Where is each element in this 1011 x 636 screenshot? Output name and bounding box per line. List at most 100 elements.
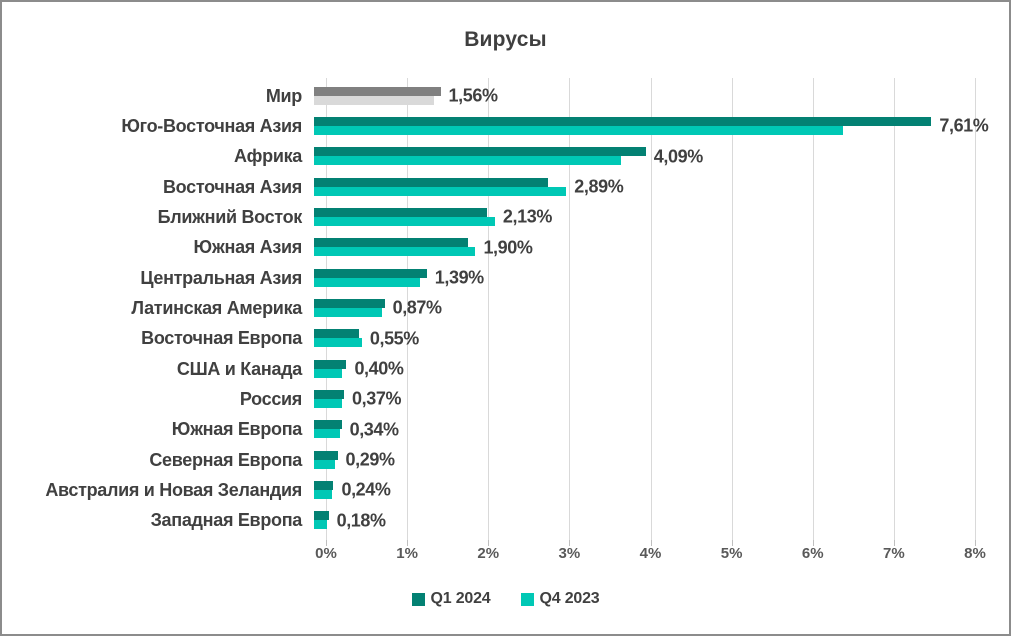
value-label: 1,90%: [483, 237, 533, 258]
x-axis-label: 6%: [801, 545, 824, 562]
gridline: [488, 78, 490, 540]
value-label: 0,34%: [349, 419, 399, 440]
bar-zone: 2,89%: [314, 172, 963, 202]
category-label: Мир: [265, 85, 302, 106]
bar-q4-2023: [314, 156, 622, 166]
bar-zone: 2,13%: [314, 202, 963, 232]
bar-q4-2023: [314, 126, 843, 136]
x-axis-label: 2%: [477, 545, 500, 562]
category-label: Африка: [233, 146, 302, 167]
bar-q4-2023: [314, 247, 476, 257]
chart-row: Африка 4,09%: [2, 142, 975, 172]
chart-row: Восточная Европа 0,55%: [2, 324, 975, 354]
x-axis-label: 7%: [883, 545, 905, 562]
x-axis: 0% 1% 2% 3% 4% 5% 6% 7% 8%: [315, 545, 986, 565]
chart-row: Латинская Америка 0,87%: [2, 293, 975, 323]
category-label: Западная Европа: [150, 510, 303, 531]
gridline: [812, 78, 814, 540]
chart-row: Мир 1,56%: [2, 81, 975, 111]
chart-rows: Мир 1,56% Юго-Восточная Азия 7,61% Африка 4,0…: [2, 81, 988, 536]
bar-q1-2024: [314, 86, 441, 96]
category-label: Латинская Америка: [131, 297, 302, 318]
chart-row: Восточная Азия 2,89%: [2, 172, 975, 202]
bar-zone: 0,37%: [314, 384, 963, 414]
axis-tickmark: [731, 540, 733, 546]
category-label: Северная Европа: [149, 449, 302, 470]
gridline: [893, 78, 895, 540]
bar-q1-2024: [314, 450, 338, 460]
category-label: Восточная Европа: [141, 328, 302, 349]
bar-q1-2024: [314, 359, 347, 369]
axis-tickmark: [488, 540, 490, 546]
bar-q1-2024: [314, 390, 345, 400]
legend-swatch: [520, 592, 534, 606]
axis-tickmark: [407, 540, 409, 546]
category-label: Южная Азия: [193, 237, 303, 258]
axis-tickmark: [893, 540, 895, 546]
chart-title: Вирусы: [464, 28, 547, 51]
chart-row: США и Канада 0,40%: [2, 354, 975, 384]
category-label: Россия: [239, 388, 302, 409]
value-label: 0,18%: [336, 510, 386, 531]
chart-row: Южная Европа 0,34%: [2, 415, 975, 445]
gridline: [407, 78, 409, 540]
legend-swatch: [411, 592, 425, 606]
category-label: Ближний Восток: [157, 206, 303, 227]
bar-q4-2023: [314, 459, 336, 469]
bar-q4-2023: [314, 95, 435, 105]
x-axis-label: 3%: [558, 545, 581, 562]
bar-q1-2024: [314, 481, 334, 491]
legend-label: Q4 2023: [539, 590, 600, 607]
value-label: 2,13%: [502, 206, 552, 227]
category-label: Юго-Восточная Азия: [121, 115, 302, 136]
legend-item-q4-2023: Q4 2023: [520, 590, 600, 608]
bar-q4-2023: [314, 429, 340, 439]
x-axis-label: 5%: [720, 545, 743, 562]
axis-tickmark: [326, 540, 327, 546]
category-label: Центральная Азия: [140, 267, 302, 288]
axis-tickmark: [569, 540, 571, 546]
legend-item-q1-2024: Q1 2024: [411, 590, 491, 608]
bar-zone: 0,34%: [314, 415, 963, 445]
chart-row: Западная Европа 0,18%: [2, 506, 975, 536]
bar-zone: 1,39%: [314, 263, 963, 293]
bar-zone: 0,29%: [314, 445, 963, 475]
bar-zone: 4,09%: [314, 142, 963, 172]
bar-zone: 0,18%: [314, 506, 963, 536]
x-axis-label: 8%: [964, 545, 986, 562]
category-label: Австралия и Новая Зеландия: [45, 479, 302, 500]
chart-row: Юго-Восточная Азия 7,61%: [2, 111, 988, 141]
bar-zone: 0,55%: [314, 324, 963, 354]
value-label: 0,24%: [341, 479, 391, 500]
bar-q4-2023: [314, 490, 332, 500]
legend-label: Q1 2024: [430, 590, 491, 607]
chart-row: Россия 0,37%: [2, 384, 975, 414]
value-label: 1,56%: [448, 85, 498, 106]
legend: Q1 2024 Q4 2023: [2, 590, 1009, 608]
value-label: 0,29%: [345, 449, 395, 470]
bar-q1-2024: [314, 268, 427, 278]
bar-q4-2023: [314, 520, 327, 530]
gridline: [650, 78, 652, 540]
bar-q4-2023: [314, 399, 343, 409]
value-label: 1,39%: [434, 267, 484, 288]
bar-q1-2024: [314, 299, 385, 309]
value-label: 2,89%: [574, 176, 624, 197]
x-axis-label: 0%: [315, 545, 337, 562]
category-label: Южная Европа: [171, 419, 303, 440]
bar-q1-2024: [314, 177, 549, 187]
x-axis-label: 4%: [639, 545, 662, 562]
gridline: [731, 78, 733, 540]
value-label: 0,40%: [354, 358, 404, 379]
value-label: 0,55%: [369, 328, 419, 349]
bar-q4-2023: [314, 368, 343, 378]
chart-row: Австралия и Новая Зеландия 0,24%: [2, 475, 975, 505]
bar-zone: 0,40%: [314, 354, 963, 384]
bar-q4-2023: [314, 338, 362, 348]
value-label: 4,09%: [653, 146, 703, 167]
bar-q1-2024: [314, 117, 932, 127]
category-label: США и Канада: [176, 358, 302, 379]
gridline: [569, 78, 571, 540]
chart-row: Южная Азия 1,90%: [2, 233, 975, 263]
